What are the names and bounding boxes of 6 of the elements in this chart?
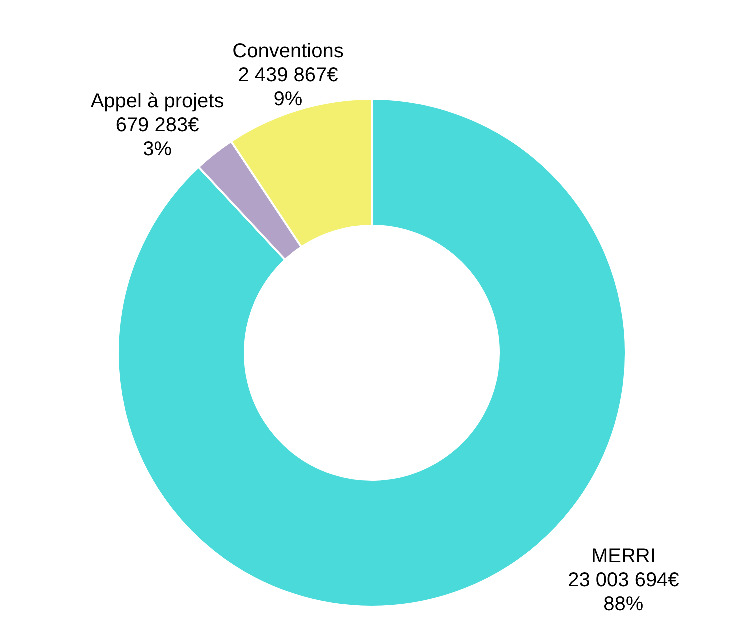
data-label: 679 283€ 3% — [116, 114, 200, 160]
data-label: 23 003 694€ 88% — [568, 570, 680, 616]
slice-label: Conventions — [232, 40, 344, 62]
data-label: 2 439 867€ 9% — [238, 64, 338, 110]
slice-label: MERRI — [591, 546, 656, 568]
slice-label: Appel à projets — [90, 90, 224, 112]
